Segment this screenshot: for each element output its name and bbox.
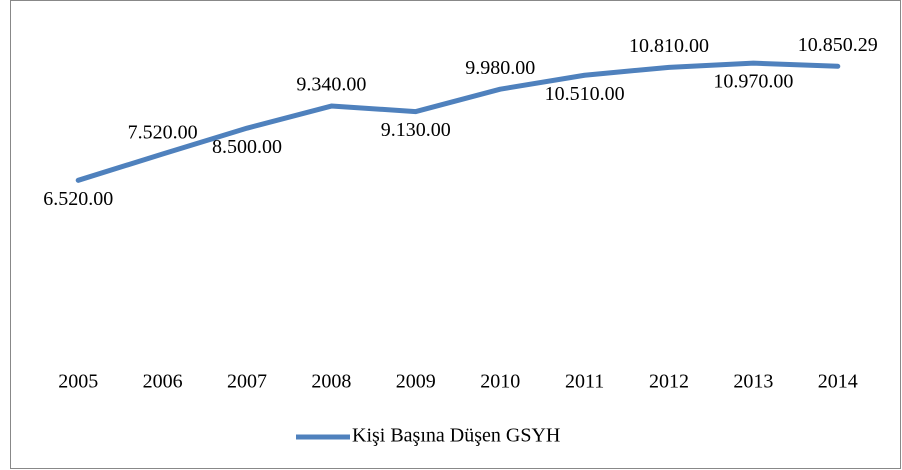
x-tick-label: 2013 [733, 371, 773, 393]
x-tick-label: 2008 [311, 371, 351, 393]
data-label: 9.340.00 [296, 74, 366, 96]
x-tick-label: 2009 [396, 371, 436, 393]
x-tick-label: 2014 [818, 371, 858, 393]
x-tick-label: 2010 [480, 371, 520, 393]
line [75, 60, 841, 183]
data-label: 9.980.00 [465, 57, 535, 79]
data-label: 10.510.00 [545, 83, 625, 105]
legend-label: Kişi Başına Düşen GSYH [352, 425, 560, 447]
data-label: 10.970.00 [713, 71, 793, 93]
data-label: 10.810.00 [629, 35, 709, 57]
x-tick-label: 2011 [565, 371, 604, 393]
x-tick-label: 2005 [58, 371, 98, 393]
data-label: 8.500.00 [212, 136, 282, 158]
x-tick-label: 2007 [227, 371, 267, 393]
chart-border [10, 0, 901, 469]
x-tick-label: 2006 [143, 371, 183, 393]
data-label: 10.850.29 [798, 34, 878, 56]
x-tick-label: 2012 [649, 371, 689, 393]
data-label: 6.520.00 [43, 188, 113, 210]
data-label: 7.520.00 [128, 122, 198, 144]
data-label: 9.130.00 [381, 119, 451, 141]
